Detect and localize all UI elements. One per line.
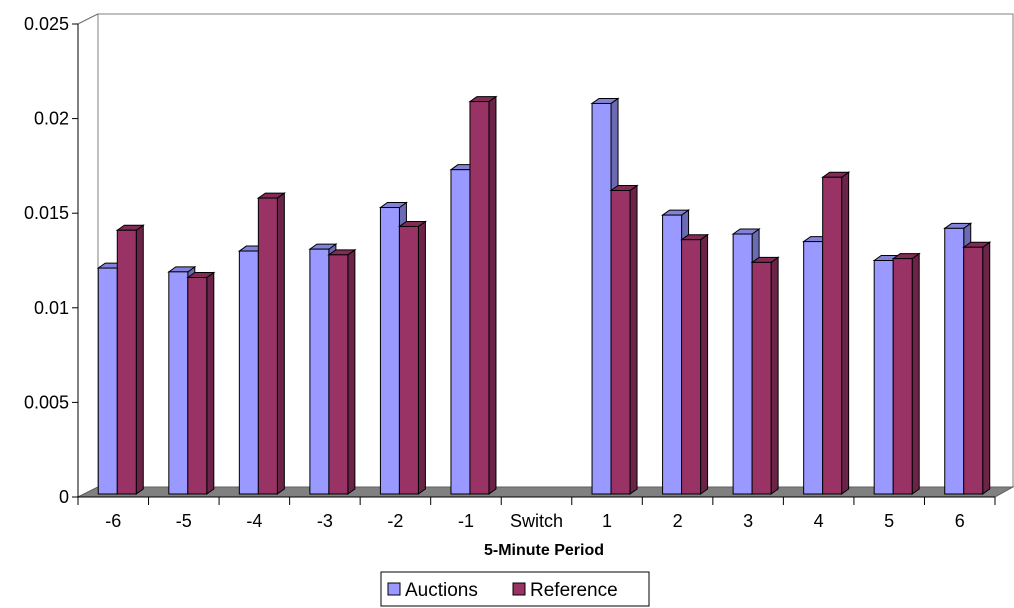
x-tick-label: 2: [673, 511, 683, 531]
legend-label-auctions: Auctions: [405, 580, 478, 601]
legend-swatch-reference: [512, 582, 526, 596]
x-tick-label: -4: [246, 511, 262, 531]
bar-reference-3: [750, 256, 780, 495]
bar-reference--4: [256, 192, 286, 495]
x-axis: -6 -5 -4 -3 -2 -1 Switch 1 2 3 4 5 6: [77, 496, 996, 531]
y-axis: 0 0.005 0.01 0.015 0.02 0.025: [24, 14, 79, 507]
y-tick-label: 0.01: [34, 298, 69, 318]
bar-reference-1: [609, 184, 639, 495]
bars: [96, 95, 992, 495]
bar-reference--5: [186, 271, 216, 495]
legend-swatch-auctions: [387, 582, 401, 596]
x-tick-label: 1: [602, 511, 612, 531]
bar-reference-5: [891, 252, 921, 495]
legend-label-reference: Reference: [530, 580, 618, 601]
x-tick-label: 3: [743, 511, 753, 531]
x-tick-label: 4: [814, 511, 824, 531]
x-tick-label: Switch: [510, 511, 563, 531]
floor: [77, 486, 1014, 498]
bar-reference-2: [680, 233, 710, 495]
bar-reference--1: [468, 95, 498, 495]
y-tick-label: 0: [59, 487, 69, 507]
x-tick-label: 5: [884, 511, 894, 531]
x-axis-title: 5-Minute Period: [484, 542, 604, 559]
y-tick-label: 0.015: [24, 203, 69, 223]
bar-reference-6: [962, 241, 992, 495]
bar-reference--2: [397, 220, 427, 495]
bar-reference--6: [115, 224, 145, 495]
y-tick-label: 0.02: [34, 109, 69, 129]
bar-reference--3: [327, 248, 357, 495]
legend: Auctions Reference: [380, 571, 650, 607]
x-tick-label: -3: [317, 511, 333, 531]
x-tick-label: -2: [387, 511, 403, 531]
bar-reference-4: [821, 171, 851, 495]
x-tick-label: -5: [176, 511, 192, 531]
x-tick-label: 6: [955, 511, 965, 531]
side-wall: [77, 13, 99, 498]
x-tick-label: -6: [105, 511, 121, 531]
plot-walls: [77, 13, 1014, 498]
x-tick-label: -1: [458, 511, 474, 531]
y-tick-label: 0.005: [24, 392, 69, 412]
y-tick-label: 0.025: [24, 14, 69, 34]
